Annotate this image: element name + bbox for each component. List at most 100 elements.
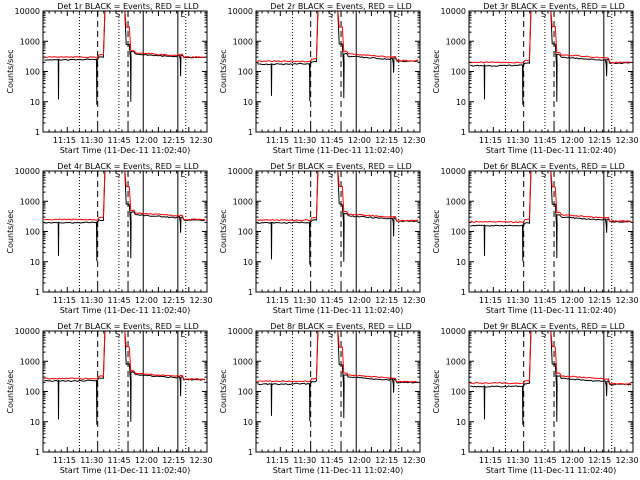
y-tick-label: 100 xyxy=(25,228,40,237)
panel-chart-4r: Det 4r BLACK = Events, RED = LLD Counts/s… xyxy=(6,162,213,315)
x-tick-label: 12:30 xyxy=(403,296,426,305)
series-events-line xyxy=(44,11,206,105)
x-axis-label: Start Time (11-Dec-11 11:02:40) xyxy=(273,466,404,475)
x-tick-label: 11:15 xyxy=(479,456,502,465)
y-axis-label: Counts/sec xyxy=(6,49,15,93)
panel-title: Det 5r BLACK = Events, RED = LLD xyxy=(270,162,412,171)
y-tick-label: 100 xyxy=(25,68,40,77)
panel-chart-1r: Det 1r BLACK = Events, RED = LLD Counts/s… xyxy=(6,2,213,155)
plot-frame xyxy=(468,170,634,293)
x-tick-label: 12:15 xyxy=(162,296,185,305)
x-tick-label: 11:45 xyxy=(534,296,557,305)
x-tick-label: 11:30 xyxy=(506,456,529,465)
series-events-line xyxy=(257,331,419,422)
panel-title: Det 8r BLACK = Events, RED = LLD xyxy=(270,322,412,331)
panel-chart-5r: Det 5r BLACK = Events, RED = LLD Counts/s… xyxy=(219,162,426,315)
plot-frame xyxy=(42,330,208,453)
x-tick-label: 12:15 xyxy=(375,296,398,305)
x-tick-label: 11:45 xyxy=(108,456,131,465)
x-tick-label: 12:00 xyxy=(135,456,158,465)
x-tick-label: 12:00 xyxy=(135,296,158,305)
series-lld-line xyxy=(256,11,419,63)
x-tick-label: 11:30 xyxy=(506,296,529,305)
x-tick-label: 12:00 xyxy=(561,136,584,145)
x-axis-label: Start Time (11-Dec-11 11:02:40) xyxy=(60,306,191,315)
y-tick-label: 10 xyxy=(30,418,40,427)
y-tick-label: 1 xyxy=(35,128,40,137)
y-tick-label: 1000 xyxy=(20,357,40,366)
y-tick-label: 10 xyxy=(456,98,466,107)
plot-area xyxy=(470,331,632,452)
door-marker-label: L xyxy=(180,10,185,19)
y-tick-label: 1 xyxy=(461,128,466,137)
y-tick-label: 1000 xyxy=(20,37,40,46)
y-tick-label: 1 xyxy=(35,288,40,297)
door-marker-label: L xyxy=(606,10,611,19)
y-axis-label: Counts/sec xyxy=(432,369,441,413)
series-lld-line xyxy=(470,331,632,385)
panel-title: Det 7r BLACK = Events, RED = LLD xyxy=(57,322,199,331)
x-tick-label: 12:30 xyxy=(190,136,213,145)
x-tick-label: 11:45 xyxy=(108,296,131,305)
x-tick-label: 12:30 xyxy=(616,296,639,305)
series-events-line xyxy=(470,331,632,425)
saa-marker-label: S xyxy=(115,170,120,179)
door-marker-label: L xyxy=(180,170,185,179)
series-lld-line xyxy=(257,331,419,383)
panel-chart-8r: Det 8r BLACK = Events, RED = LLD Counts/s… xyxy=(219,322,426,475)
y-tick-label: 100 xyxy=(451,388,466,397)
detector-panel-4r: Det 4r BLACK = Events, RED = LLD Counts/s… xyxy=(0,160,213,320)
plot-frame xyxy=(468,10,634,133)
x-tick-label: 12:15 xyxy=(162,456,185,465)
series-events-line xyxy=(470,171,632,262)
y-tick-label: 1 xyxy=(248,288,253,297)
y-tick-label: 1000 xyxy=(446,37,466,46)
y-axis-label: Counts/sec xyxy=(432,49,441,93)
x-tick-label: 11:30 xyxy=(293,296,316,305)
detector-panel-9r: Det 9r BLACK = Events, RED = LLD Counts/s… xyxy=(426,320,639,480)
panel-title: Det 9r BLACK = Events, RED = LLD xyxy=(483,322,625,331)
x-tick-label: 11:15 xyxy=(53,136,76,145)
x-tick-label: 12:00 xyxy=(561,456,584,465)
saa-marker-label: S xyxy=(115,330,120,339)
saa-marker-label: S xyxy=(541,330,546,339)
saa-marker-label: S xyxy=(541,170,546,179)
y-tick-label: 1000 xyxy=(446,197,466,206)
plot-frame xyxy=(255,330,421,453)
x-tick-label: 11:15 xyxy=(266,136,289,145)
y-axis-label: Counts/sec xyxy=(432,209,441,253)
series-lld-line xyxy=(256,171,419,222)
y-tick-label: 10 xyxy=(456,418,466,427)
door-marker-label: L xyxy=(393,10,398,19)
plot-area xyxy=(44,11,206,132)
y-tick-label: 10000 xyxy=(441,167,466,176)
y-axis-label: Counts/sec xyxy=(6,209,15,253)
door-marker-label: L xyxy=(606,330,611,339)
x-axis-label: Start Time (11-Dec-11 11:02:40) xyxy=(273,306,404,315)
y-tick-label: 1 xyxy=(35,448,40,457)
x-tick-label: 12:30 xyxy=(403,136,426,145)
detector-panel-1r: Det 1r BLACK = Events, RED = LLD Counts/s… xyxy=(0,0,213,160)
y-tick-label: 10000 xyxy=(228,167,253,176)
x-tick-label: 12:15 xyxy=(162,136,185,145)
y-axis-label: Counts/sec xyxy=(6,369,15,413)
x-tick-label: 11:45 xyxy=(534,456,557,465)
y-tick-label: 100 xyxy=(451,228,466,237)
detector-panel-2r: Det 2r BLACK = Events, RED = LLD Counts/s… xyxy=(213,0,426,160)
door-marker-label: L xyxy=(393,170,398,179)
y-tick-label: 1 xyxy=(248,448,253,457)
door-marker-label: L xyxy=(606,170,611,179)
x-tick-label: 12:00 xyxy=(348,456,371,465)
detector-panel-7r: Det 7r BLACK = Events, RED = LLD Counts/s… xyxy=(0,320,213,480)
plot-area xyxy=(470,11,632,132)
series-lld-line xyxy=(470,11,632,64)
x-axis-label: Start Time (11-Dec-11 11:02:40) xyxy=(273,146,404,155)
panel-chart-3r: Det 3r BLACK = Events, RED = LLD Counts/s… xyxy=(432,2,639,155)
y-tick-label: 10000 xyxy=(441,327,466,336)
y-tick-label: 10 xyxy=(30,258,40,267)
series-lld-line xyxy=(44,11,206,59)
y-tick-label: 10000 xyxy=(228,7,253,16)
series-events-line xyxy=(257,11,419,102)
detector-panel-6r: Det 6r BLACK = Events, RED = LLD Counts/s… xyxy=(426,160,639,320)
